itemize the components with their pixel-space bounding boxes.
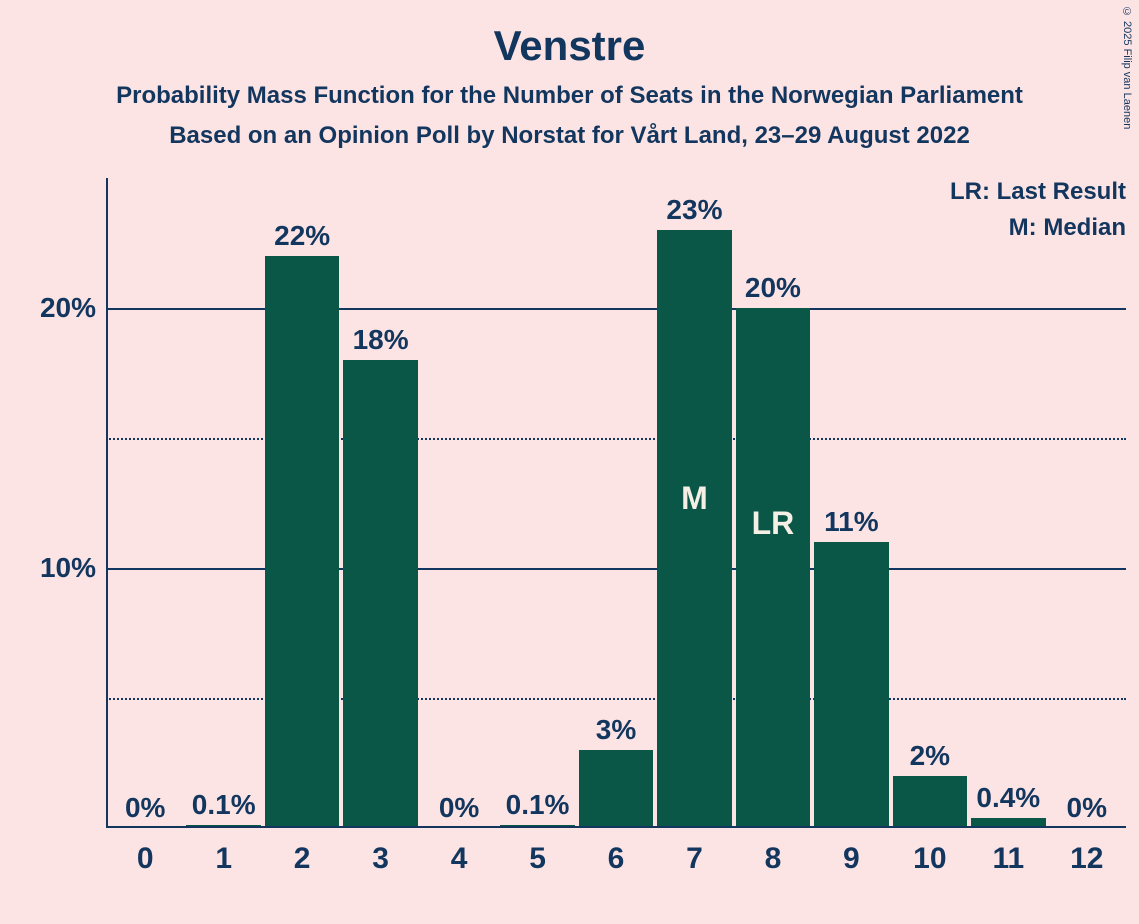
x-axis-tick-label: 1 xyxy=(215,828,232,876)
bar: 20% xyxy=(736,308,811,828)
bar-value-label: 0.4% xyxy=(976,782,1040,818)
legend-item-lr: LR: Last Result xyxy=(950,178,1126,206)
x-axis-tick-label: 3 xyxy=(372,828,389,876)
x-axis-tick-label: 10 xyxy=(913,828,946,876)
chart-subtitle-2: Based on an Opinion Poll by Norstat for … xyxy=(0,116,1139,156)
x-axis-tick-label: 4 xyxy=(451,828,468,876)
bar-annotation: LR xyxy=(752,505,795,542)
bar-value-label: 23% xyxy=(666,194,722,230)
bar-value-label: 0.1% xyxy=(192,789,256,825)
chart-subtitle-1: Probability Mass Function for the Number… xyxy=(0,76,1139,116)
bar: 22% xyxy=(265,256,340,828)
legend: LR: Last Result M: Median xyxy=(950,178,1126,242)
gridline-major xyxy=(106,308,1126,310)
bar-value-label: 0% xyxy=(1067,792,1107,828)
gridline-major xyxy=(106,568,1126,570)
bar: 23% xyxy=(657,230,732,828)
bar: 3% xyxy=(579,750,654,828)
gridline-minor xyxy=(106,698,1126,700)
bar-value-label: 0% xyxy=(125,792,165,828)
x-axis-tick-label: 8 xyxy=(765,828,782,876)
chart-title: Venstre xyxy=(0,0,1139,76)
legend-item-m: M: Median xyxy=(950,214,1126,242)
x-axis-line xyxy=(106,826,1126,828)
bar-value-label: 18% xyxy=(353,324,409,360)
chart-plot-area: 10%20%0%00.1%122%218%30%40.1%53%623%720%… xyxy=(106,178,1126,828)
y-axis-tick-label: 20% xyxy=(40,292,106,324)
x-axis-tick-label: 11 xyxy=(992,828,1024,876)
bar-annotation: M xyxy=(681,480,708,517)
copyright-label: © 2025 Filip van Laenen xyxy=(1121,6,1133,129)
x-axis-tick-label: 5 xyxy=(529,828,546,876)
bar-value-label: 2% xyxy=(910,740,950,776)
bar-value-label: 11% xyxy=(824,506,879,542)
x-axis-tick-label: 0 xyxy=(137,828,154,876)
bar-value-label: 22% xyxy=(274,220,330,256)
y-axis-line xyxy=(106,178,108,828)
gridline-minor xyxy=(106,438,1126,440)
bar-value-label: 0.1% xyxy=(506,789,570,825)
bar: 2% xyxy=(893,776,968,828)
x-axis-tick-label: 12 xyxy=(1070,828,1103,876)
x-axis-tick-label: 7 xyxy=(686,828,703,876)
bar: 18% xyxy=(343,360,418,828)
x-axis-tick-label: 2 xyxy=(294,828,311,876)
y-axis-tick-label: 10% xyxy=(40,552,106,584)
bar: 11% xyxy=(814,542,889,828)
bar-value-label: 20% xyxy=(745,272,801,308)
x-axis-tick-label: 9 xyxy=(843,828,860,876)
bar-value-label: 3% xyxy=(596,714,636,750)
bar-value-label: 0% xyxy=(439,792,479,828)
x-axis-tick-label: 6 xyxy=(608,828,625,876)
